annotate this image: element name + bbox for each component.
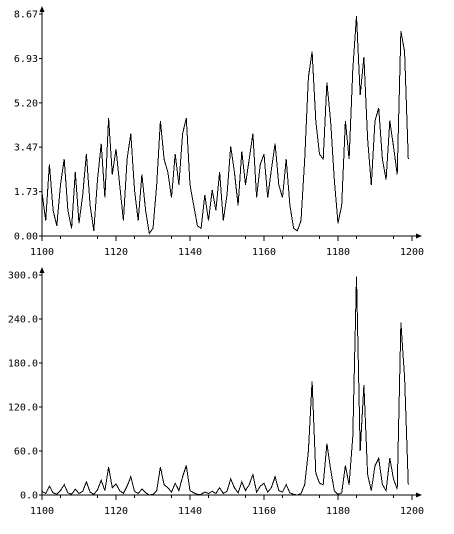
chart-2-y-tick-label: 240.0 [8,315,38,326]
chart-1-x-axis-arrow [416,233,422,239]
chart-1-x-tick-label: 1120 [104,247,128,258]
chart-2-x-tick-label: 1160 [252,506,276,517]
chart-2-x-tick-label: 1200 [400,506,424,517]
chart-1-y-tick-label: 5.20 [14,98,38,109]
chart-2-y-tick-label: 0.0 [20,491,38,502]
chart-1-x-tick-label: 1100 [30,247,54,258]
chart-1-y-tick-label: 0.00 [14,232,38,243]
chart-2-x-axis-arrow [416,492,422,498]
chart-2-series-line [41,276,409,496]
chart-2-y-tick-label: 300.0 [8,271,38,282]
chart-1-y-tick-label: 1.73 [14,187,38,198]
chart-1-x-tick-label: 1200 [400,247,424,258]
chart-2-x-tick-label: 1120 [104,506,128,517]
chart-1-x-tick-label: 1160 [252,247,276,258]
chart-2-y-tick-label: 120.0 [8,403,38,414]
chart-1-x-tick-label: 1140 [178,247,202,258]
chart-2-x-tick-label: 1180 [326,506,350,517]
chart-2-y-axis-arrow [39,267,45,273]
chart-1-y-tick-label: 6.93 [14,54,38,65]
chart-2-x-tick-label: 1100 [30,506,54,517]
chart-2-y-tick-label: 60.0 [14,447,38,458]
chart-1-x-tick-label: 1180 [326,247,350,258]
chart-2-x-tick-label: 1140 [178,506,202,517]
chart-1-series-line [41,15,409,235]
chart-1-y-tick-label: 8.67 [14,10,38,21]
chart-2-y-tick-label: 180.0 [8,359,38,370]
chart-1-y-axis-arrow [39,6,45,12]
chart-1-y-tick-label: 3.47 [14,143,38,154]
